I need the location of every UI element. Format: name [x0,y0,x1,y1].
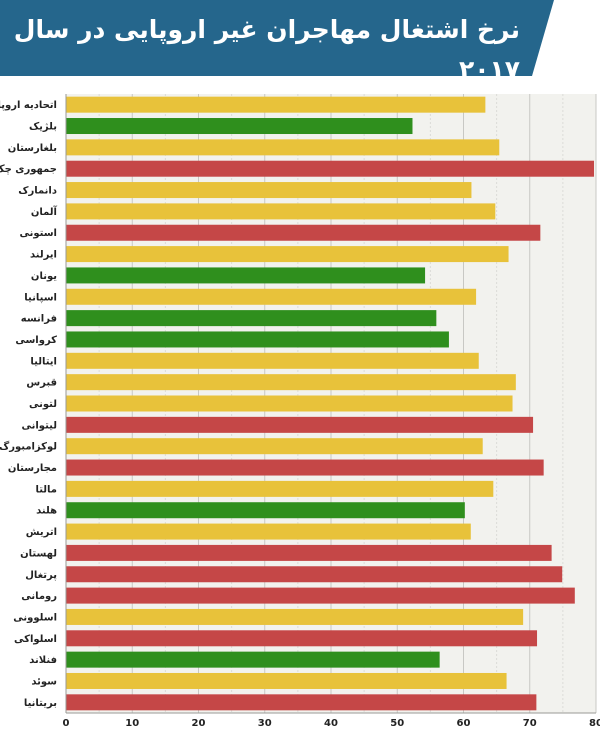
bar [66,630,538,647]
category-label: سوئد [31,676,57,687]
category-label: یونان [31,271,57,282]
bar [66,480,494,497]
category-label: مالتا [35,484,57,495]
bar [66,288,477,305]
category-label: آلمان [31,205,58,218]
bar [66,310,437,327]
chart-title: نرخ اشتغال مهاجران غیر اروپایی در سال ۲۰… [13,15,520,84]
category-label: جمهوری چک [0,164,57,175]
category-label: ایتالیا [30,356,57,367]
category-label: فنلاند [29,655,57,666]
x-tick-label: 70 [523,718,537,729]
category-label: دانمارک [18,186,57,197]
category-label: اسلواکی [14,634,57,645]
category-label: اسپانیا [24,292,57,303]
bar [66,587,575,604]
x-tick-label: 60 [457,718,471,729]
category-label: لتونی [29,399,57,410]
x-tick-label: 20 [192,718,206,729]
x-tick-label: 80 [589,718,600,729]
category-label: بلژیک [29,122,57,133]
bar [66,374,516,391]
category-label: اتریش [26,527,57,538]
category-label: فرانسه [21,314,57,325]
bar [66,523,471,540]
bar [66,608,524,625]
bar [66,139,500,156]
category-label: استونی [20,228,58,239]
bar [66,502,465,519]
x-tick-label: 30 [258,718,272,729]
bar [66,96,486,113]
category-label: ایرلند [30,250,57,261]
bar [66,395,513,412]
bar [66,203,496,220]
bar [66,160,595,177]
category-label: بریتانیا [24,698,57,709]
bar [66,224,541,241]
category-label: کرواسی [15,335,57,346]
bar [66,352,479,369]
category-label: پرتغال [25,570,57,581]
bar [66,182,472,199]
category-label: لهستان [20,548,57,559]
category-label: هلند [36,506,57,517]
bar [66,694,537,711]
bar [66,118,413,135]
category-label: مجارستان [8,463,57,474]
x-tick-label: 10 [125,718,139,729]
category-label: بلغارستان [8,143,57,154]
bar [66,438,483,455]
bar [66,544,552,561]
x-tick-label: 0 [63,718,70,729]
bar [66,416,534,433]
bar [66,672,507,689]
category-label: اتحادیه اروپا [0,100,57,111]
bar [66,267,426,284]
x-tick-label: 50 [390,718,404,729]
x-tick-label: 40 [324,718,338,729]
category-label: لیتوانی [22,420,58,431]
bar [66,331,449,348]
category-label: لوکزامبورگ [0,440,57,453]
bar [66,246,509,263]
category-label: قبرس [26,378,57,389]
category-label: اسلوونی [13,612,57,623]
bar [66,566,563,583]
bar [66,459,544,476]
bar [66,651,440,668]
title-banner [0,0,554,76]
category-label: رومانی [21,591,57,602]
